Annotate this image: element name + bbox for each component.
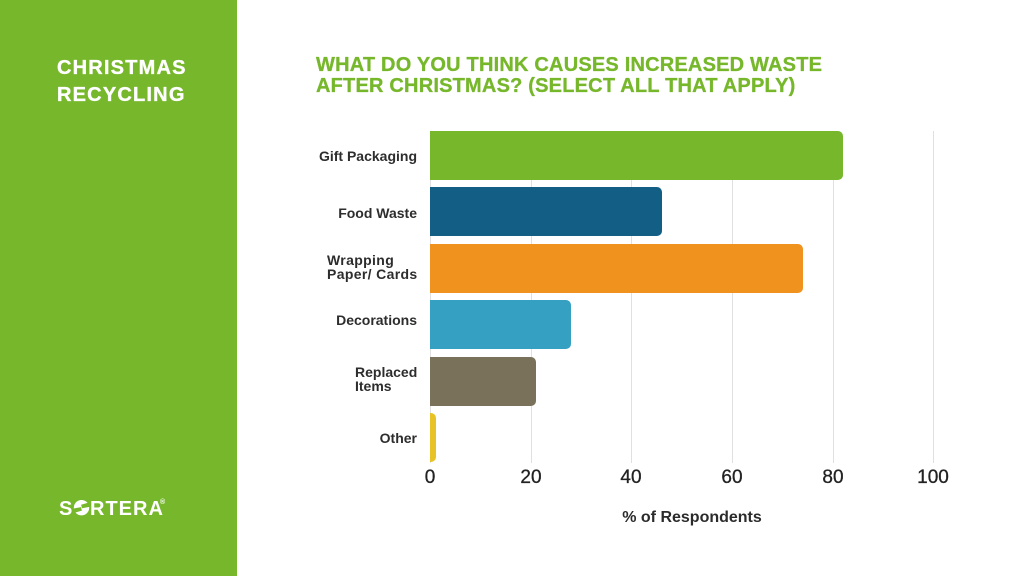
svg-text:RTERA: RTERA [90,498,164,520]
svg-text:®: ® [160,498,166,506]
svg-text:S: S [59,498,73,520]
